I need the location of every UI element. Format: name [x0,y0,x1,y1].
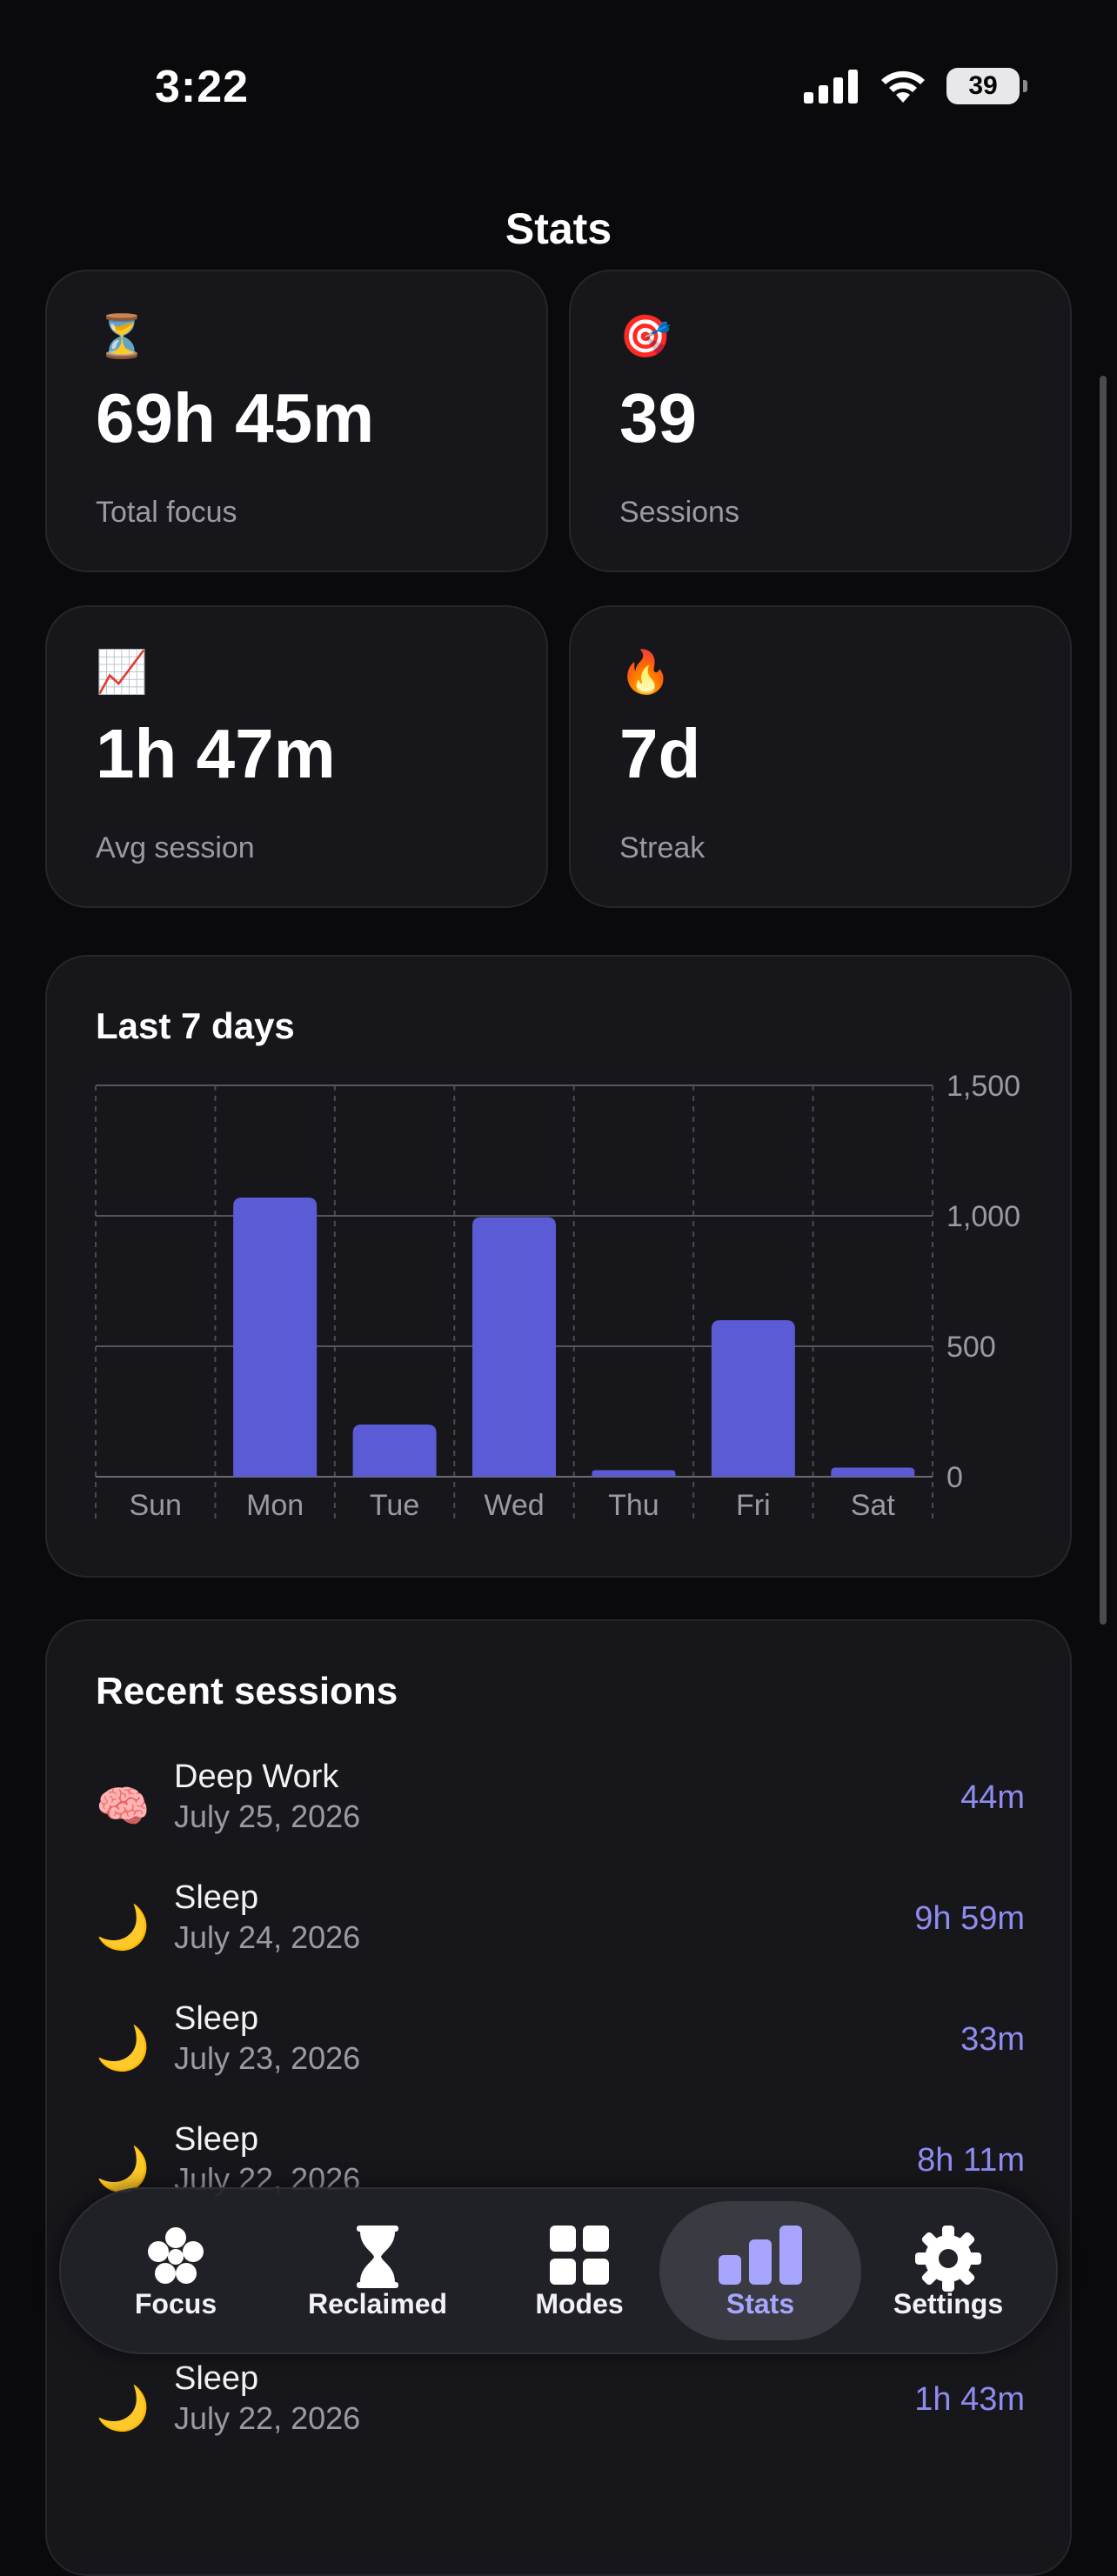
stat-label: Avg session [96,831,255,864]
chart-bar [233,1198,318,1477]
chart-y-tick-label: 500 [946,1331,996,1364]
tab-label: Focus [134,2288,217,2319]
session-date: July 23, 2026 [174,2040,361,2076]
tab-settings[interactable]: Settings [847,2201,1049,2340]
moon-icon: 🌙 [96,2145,150,2193]
moon-icon: 🌙 [96,1903,150,1952]
chart-x-tick-label: Thu [608,1489,659,1522]
session-name: Sleep [174,2121,259,2158]
tab-focus[interactable]: Focus [75,2201,277,2340]
session-row[interactable]: 🌙 Sleep July 24, 2026 9h 59m [96,1879,1025,1975]
chart-x-tick-label: Tue [370,1489,419,1522]
stat-label: Sessions [619,496,739,529]
scrollbar[interactable] [1100,376,1107,1625]
tab-stats[interactable]: Stats [659,2201,861,2340]
session-name: Sleep [174,2360,259,2397]
fire-icon: 🔥 [619,650,672,696]
brain-icon: 🧠 [96,1782,150,1831]
chart-up-icon: 📈 [96,650,148,696]
flower-icon [148,2227,204,2284]
target-icon: 🎯 [619,314,672,360]
session-row[interactable]: 🌙 Sleep July 22, 2026 1h 43m [96,2360,1025,2456]
status-bar: 3:22 39 [0,0,1117,174]
chart-y-tick-label: 1,000 [946,1200,1020,1233]
stat-value: 69h 45m [96,379,375,457]
bar-chart-icon [719,2226,802,2285]
stat-value: 1h 47m [96,715,336,792]
chart-y-tick-label: 0 [946,1461,963,1494]
tab-label: Settings [893,2288,1004,2319]
tab-label: Reclaimed [307,2288,448,2319]
page-title: Stats [505,204,612,253]
chart-bar [831,1467,915,1477]
stat-value: 7d [619,715,701,792]
chart-bar [711,1320,795,1477]
status-time: 3:22 [155,62,250,112]
chart-x-tick-label: Sat [851,1489,896,1522]
session-name: Deep Work [174,1758,339,1795]
chart-bar [472,1217,556,1477]
session-duration: 8h 11m [917,2142,1025,2179]
wifi-icon [881,70,925,103]
chart-title: Last 7 days [96,1005,295,1046]
stat-card-total-focus: ⏳ 69h 45m Total focus [45,270,548,572]
session-duration: 9h 59m [914,1900,1025,1937]
stat-value: 39 [619,379,697,457]
tab-label: Stats [726,2288,795,2319]
chart-card: Last 7 days 0 500 1,000 1,500 Sun Mon Tue Wed Th… [45,955,1072,1578]
moon-icon: 🌙 [96,2384,150,2433]
hourglass-icon: ⏳ [96,314,148,360]
tab-modes[interactable]: Modes [478,2201,680,2340]
session-date: July 22, 2026 [174,2400,361,2436]
chart-y-tick-label: 1,500 [946,1070,1020,1103]
moon-icon: 🌙 [96,2024,150,2072]
session-duration: 33m [960,2021,1025,2058]
recent-sessions-title: Recent sessions [96,1670,398,1712]
bar-chart: 0 500 1,000 1,500 Sun Mon Tue Wed Thu Fri Sat [95,1070,1020,1522]
hourglass-icon [357,2226,398,2288]
stat-label: Streak [619,831,706,864]
battery-indicator: 39 [946,68,1027,104]
session-row[interactable]: 🌙 Sleep July 23, 2026 33m [96,2000,1025,2096]
tab-label: Modes [535,2288,624,2319]
status-icons: 39 [804,68,1027,104]
tab-reclaimed[interactable]: Reclaimed [277,2201,478,2340]
session-duration: 44m [960,1779,1025,1816]
gear-icon [915,2226,981,2292]
session-name: Sleep [174,2000,259,2037]
tab-bar: Focus Reclaimed Modes Stats [59,2187,1058,2354]
stat-card-streak: 🔥 7d Streak [569,605,1072,908]
session-row[interactable]: 🧠 Deep Work July 25, 2026 44m [96,1758,1025,1854]
grid-icon [550,2226,609,2285]
session-date: July 24, 2026 [174,1919,361,1955]
chart-x-tick-label: Wed [484,1489,544,1522]
chart-x-tick-label: Mon [246,1489,304,1522]
chart-x-tick-label: Sun [129,1489,182,1522]
session-name: Sleep [174,1879,259,1916]
stat-card-avg-session: 📈 1h 47m Avg session [45,605,548,908]
chart-bar [592,1470,676,1477]
stat-label: Total focus [96,496,237,529]
recent-sessions-card: Recent sessions 🧠 Deep Work July 25, 202… [45,1619,1072,2576]
stat-card-sessions: 🎯 39 Sessions [569,270,1072,572]
chart-x-tick-label: Fri [736,1489,771,1522]
cellular-signal-icon [804,70,858,103]
session-date: July 25, 2026 [174,1799,361,1834]
chart-bar [352,1425,437,1477]
session-duration: 1h 43m [914,2381,1025,2418]
